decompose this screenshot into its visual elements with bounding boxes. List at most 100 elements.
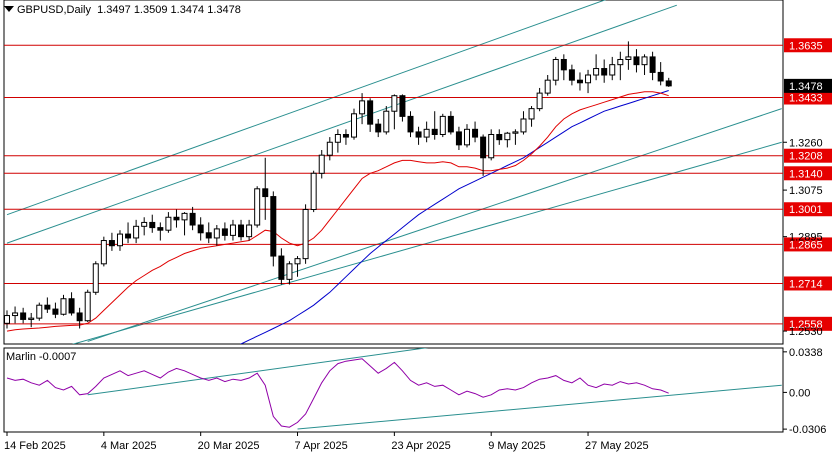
candle-bull — [165, 216, 172, 231]
marlin-line — [6, 358, 669, 428]
ma-blue-line — [239, 90, 669, 344]
date-label: 14 Feb 2025 — [4, 440, 66, 452]
level-price-label: 1.3208 — [789, 151, 823, 163]
low-value: 1.3474 — [170, 4, 205, 16]
candle-bull — [351, 113, 358, 138]
collapse-triangle-icon[interactable] — [4, 6, 14, 12]
level-price-box — [784, 90, 832, 105]
candle-bear — [76, 312, 83, 322]
price-tick-label: 1.3260 — [789, 137, 823, 149]
level-price-label: 1.3433 — [789, 93, 823, 105]
channel-line — [71, 141, 782, 344]
candle-bull — [334, 133, 341, 143]
candle-bull — [536, 92, 543, 110]
candle-bear — [665, 80, 672, 87]
main-pane-frame — [3, 0, 784, 345]
level-price-label: 1.3635 — [789, 40, 823, 52]
candle-bear — [375, 123, 382, 133]
candle-bull — [84, 291, 91, 322]
candle-bear — [342, 133, 349, 138]
ma-red-line — [6, 91, 669, 332]
indicator-value: -0.0007 — [39, 351, 77, 363]
date-label: 27 May 2025 — [585, 440, 649, 452]
candle-bull — [488, 133, 495, 159]
candle-bear — [238, 224, 245, 238]
price-tick-label: 1.3075 — [789, 185, 823, 197]
candle-bear — [149, 221, 156, 229]
candle-bear — [205, 232, 212, 239]
candle-bear — [221, 228, 228, 236]
candle-bull — [504, 132, 511, 141]
candle-bear — [455, 131, 462, 146]
candle-bull — [246, 224, 253, 238]
date-label: 9 May 2025 — [488, 440, 545, 452]
candle-bull — [318, 154, 325, 174]
candle-bear — [197, 224, 204, 234]
candle-bull — [213, 228, 220, 239]
date-label: 23 Apr 2025 — [391, 440, 450, 452]
date-label: 4 Mar 2025 — [101, 440, 157, 452]
candle-bull — [141, 221, 148, 227]
candle-bull — [585, 74, 592, 84]
level-price-label: 1.2865 — [789, 239, 823, 251]
candle-bull — [544, 79, 551, 94]
candle-bull — [181, 212, 188, 221]
channel-line — [87, 108, 782, 342]
candle-bear — [496, 133, 503, 141]
candle-bull — [28, 317, 35, 320]
candle-bull — [593, 68, 600, 76]
candle-bull — [528, 108, 535, 120]
close-value: 1.3478 — [207, 4, 241, 16]
candle-bear — [52, 308, 59, 315]
high-value: 1.3509 — [133, 4, 168, 16]
candle-bull — [229, 224, 236, 236]
candle-bull — [286, 263, 293, 280]
level-price-box — [784, 202, 832, 217]
current-price-label: 1.3478 — [789, 81, 823, 93]
ind-scale-label: 0.00 — [789, 387, 810, 399]
candle-bull — [116, 233, 123, 247]
candle-bull — [617, 58, 624, 66]
candle-bull — [552, 58, 559, 81]
candle-bear — [472, 128, 479, 138]
indicator-plot — [6, 348, 782, 430]
candle-bull — [641, 56, 648, 66]
candle-bear — [157, 227, 164, 231]
candle-bear — [262, 188, 269, 198]
candle-bear — [270, 196, 277, 257]
candle-bear — [415, 131, 422, 138]
candle-bear — [480, 136, 487, 159]
candle-bull — [4, 315, 10, 324]
candle-bull — [463, 128, 470, 146]
candle-bear — [20, 312, 27, 320]
candle-bull — [359, 100, 366, 115]
level-price-box — [784, 316, 832, 331]
candle-bear — [649, 56, 656, 73]
level-price-box — [784, 166, 832, 181]
candle-bull — [254, 188, 261, 226]
candle-bear — [399, 95, 406, 117]
price-tick-label: 1.2530 — [789, 326, 823, 338]
date-label: 20 Mar 2025 — [198, 440, 260, 452]
candle-bear — [189, 212, 196, 226]
candle-bull — [12, 312, 19, 317]
candle-bull — [609, 64, 616, 76]
candle-bear — [68, 298, 75, 314]
candle-bull — [625, 56, 632, 60]
candle-bull — [383, 110, 390, 133]
candle-bear — [576, 79, 583, 84]
candle-bull — [391, 95, 398, 112]
level-price-label: 1.2714 — [789, 278, 823, 290]
candle-bull — [520, 118, 527, 133]
candle-bull — [439, 115, 446, 135]
price-tick-label: 1.2895 — [789, 232, 823, 244]
candle-bull — [92, 263, 99, 293]
candle-bear — [278, 255, 285, 280]
candle-bull — [133, 225, 140, 239]
candle-bear — [657, 71, 664, 82]
channel-line — [6, 0, 607, 216]
candle-bull — [294, 258, 301, 265]
indicator-pane-frame — [3, 347, 784, 433]
ind-scale-label: 0.0338 — [789, 347, 823, 359]
